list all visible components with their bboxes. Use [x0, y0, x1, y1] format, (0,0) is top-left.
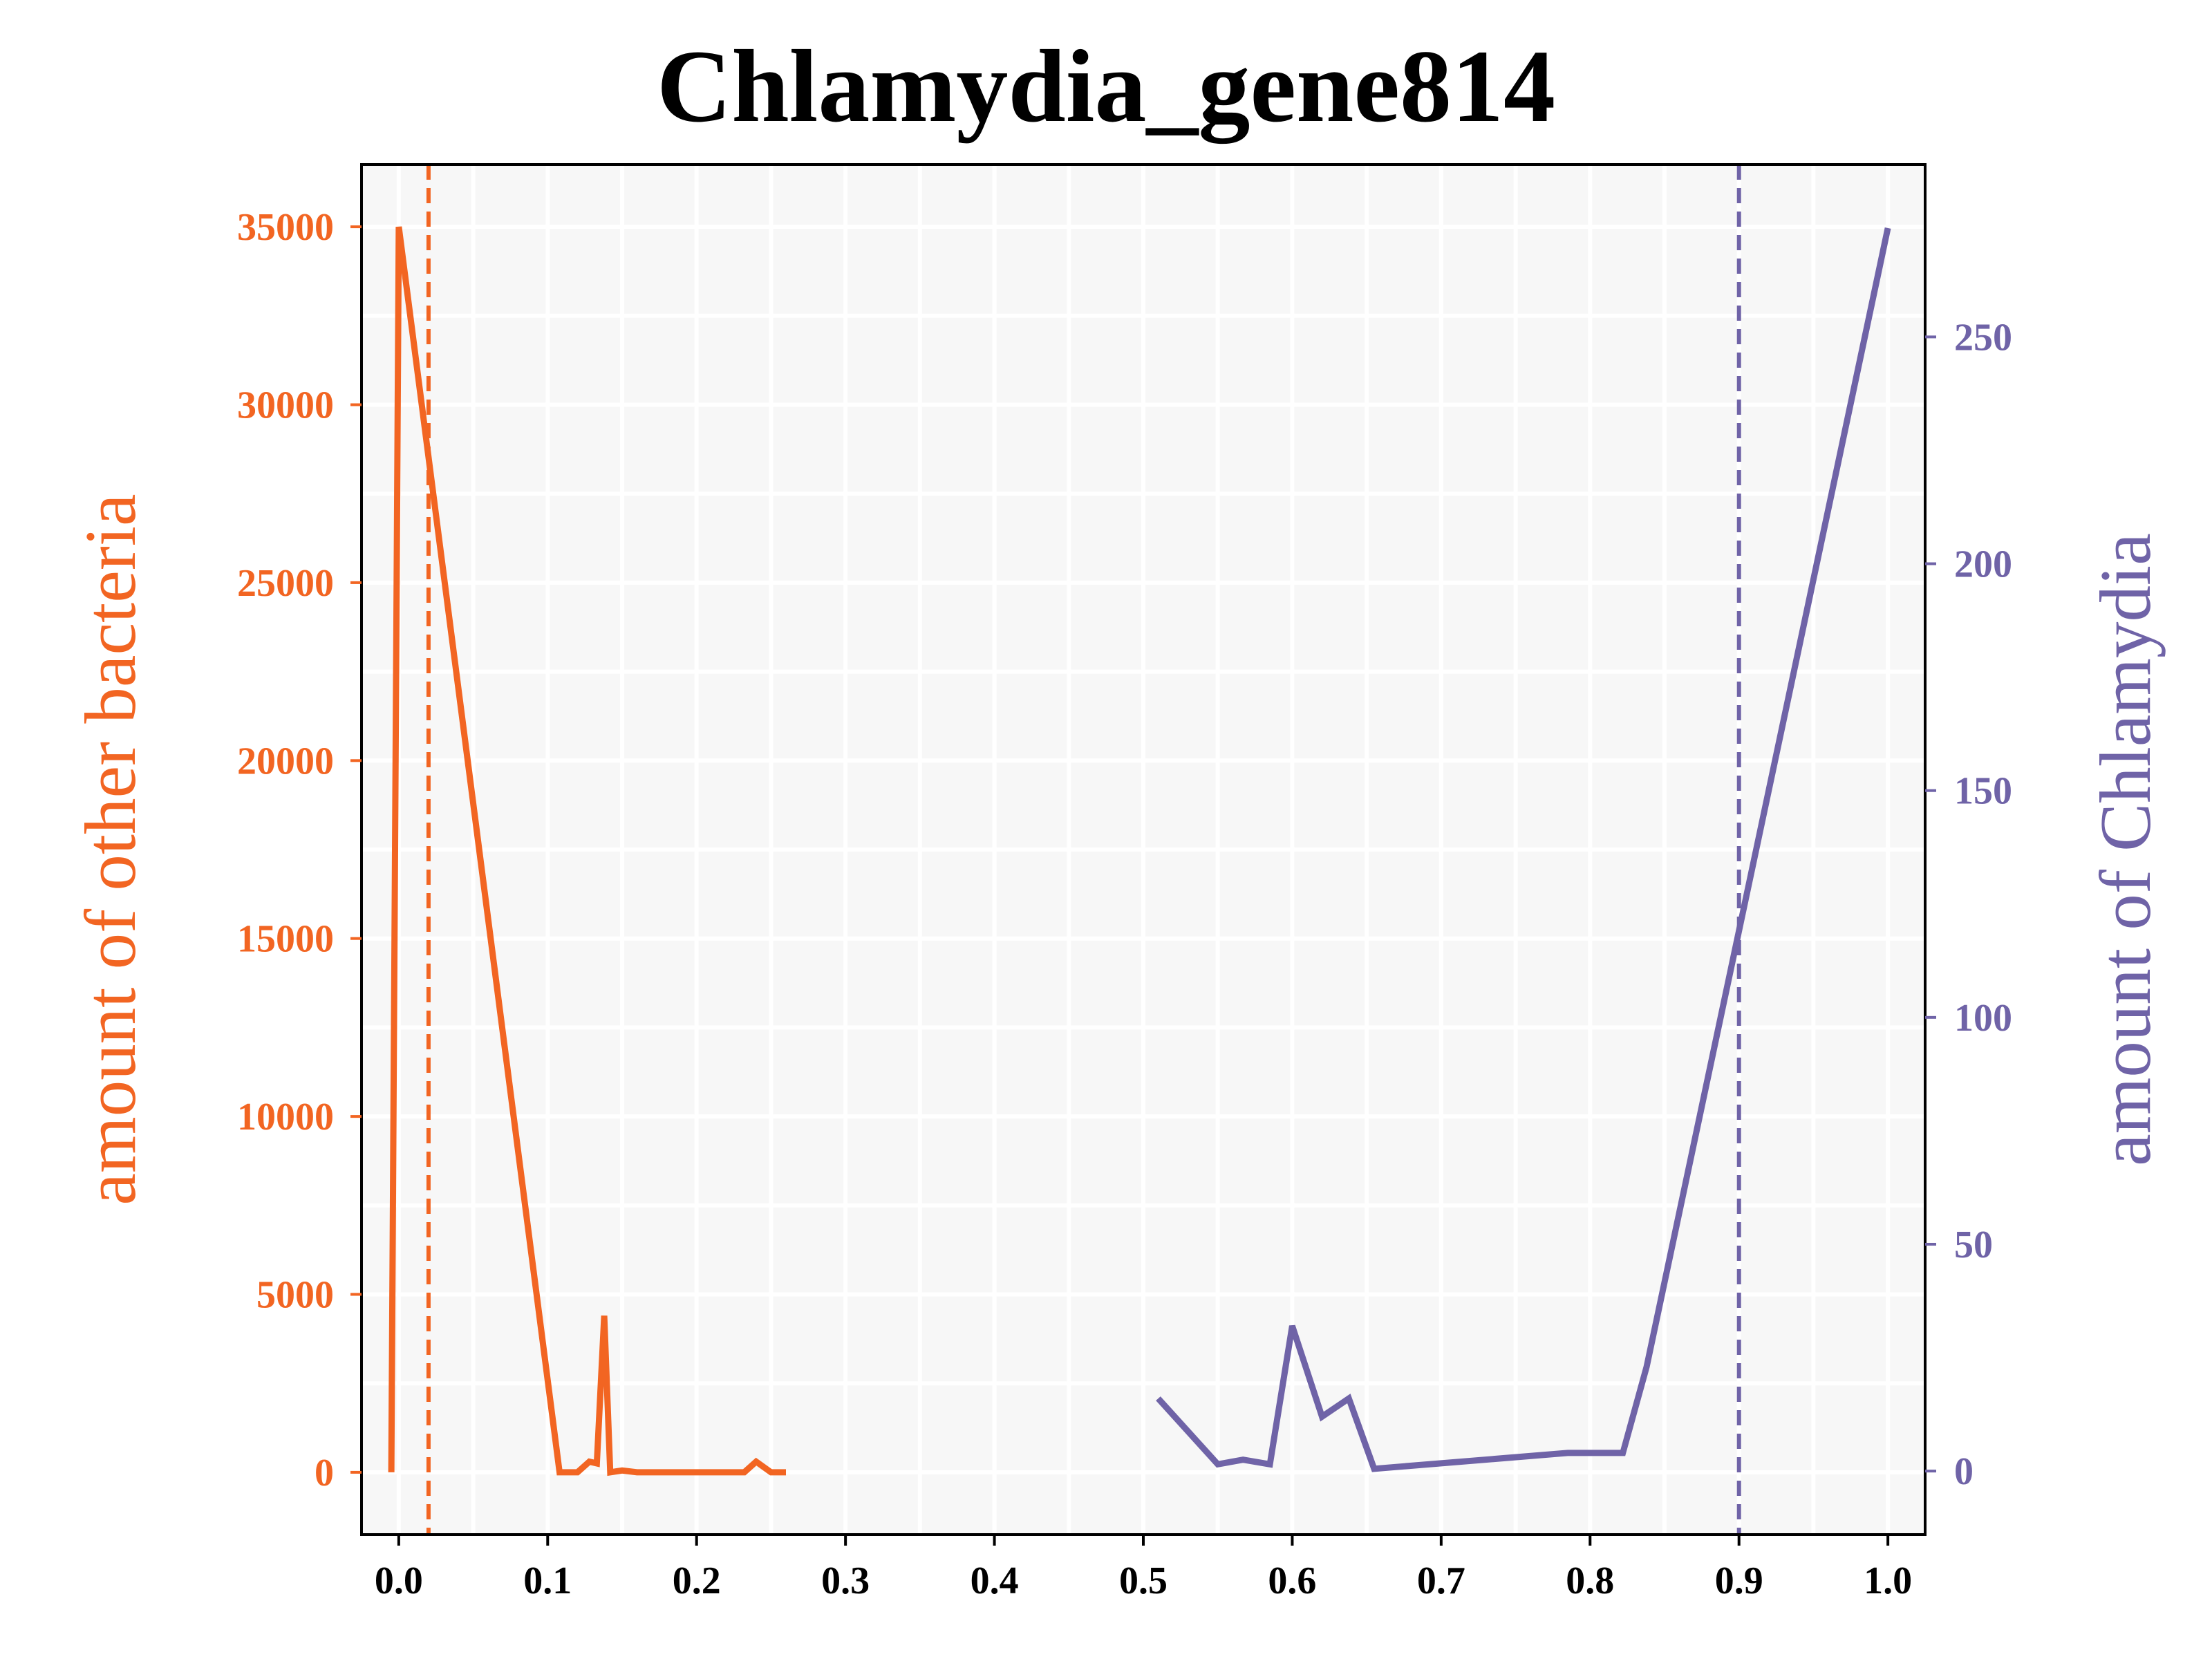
x-tick-label: 0.5: [1119, 1559, 1168, 1602]
x-tick-label: 0.6: [1268, 1559, 1316, 1602]
right-axis-ticks: 0 50 100 150 200 250: [1925, 316, 2012, 1493]
x-tick-label: 0.0: [375, 1559, 423, 1602]
right-tick-label: 250: [1954, 316, 2012, 359]
series-line-chlamydia: [1156, 227, 1891, 1472]
left-tick-label: 25000: [237, 562, 334, 605]
series-line-other-bacteria: [388, 226, 786, 1477]
reference-lines: [426, 165, 1741, 1535]
left-tick-label: 20000: [237, 740, 334, 782]
left-tick-label: 35000: [237, 206, 334, 249]
right-tick-label: 200: [1954, 543, 2012, 586]
right-tick-label: 150: [1954, 770, 2012, 813]
x-tick-label: 0.3: [821, 1559, 870, 1602]
grid: [362, 165, 1925, 1535]
right-axis-label: amount of Chlamydia: [2085, 533, 2166, 1166]
x-tick-label: 0.9: [1715, 1559, 1763, 1602]
series-group: [388, 226, 1891, 1477]
right-tick-label: 0: [1954, 1450, 1974, 1493]
x-tick-label: 0.7: [1417, 1559, 1465, 1602]
left-axis-ticks: 0 5000 10000 15000 20000 25000 30000 35000: [237, 206, 362, 1494]
right-tick-label: 50: [1954, 1224, 1993, 1266]
x-tick-label: 0.2: [673, 1559, 721, 1602]
left-tick-label: 10000: [237, 1096, 334, 1138]
chart-title: Chlamydia_gene814: [657, 29, 1555, 144]
x-tick-label: 0.4: [971, 1559, 1019, 1602]
left-tick-label: 30000: [237, 384, 334, 427]
x-tick-label: 1.0: [1864, 1559, 1912, 1602]
right-tick-label: 100: [1954, 997, 2012, 1040]
left-tick-label: 15000: [237, 918, 334, 961]
x-tick-label: 0.1: [523, 1559, 572, 1602]
x-axis-ticks: 0.0 0.1 0.2 0.3 0.4 0.5 0.6 0.7 0.8 0.9 1.0: [375, 1535, 1912, 1602]
left-axis-label: amount of other bacteria: [70, 494, 151, 1205]
left-tick-label: 0: [315, 1452, 334, 1494]
left-tick-label: 5000: [256, 1274, 334, 1317]
x-tick-label: 0.8: [1566, 1559, 1614, 1602]
